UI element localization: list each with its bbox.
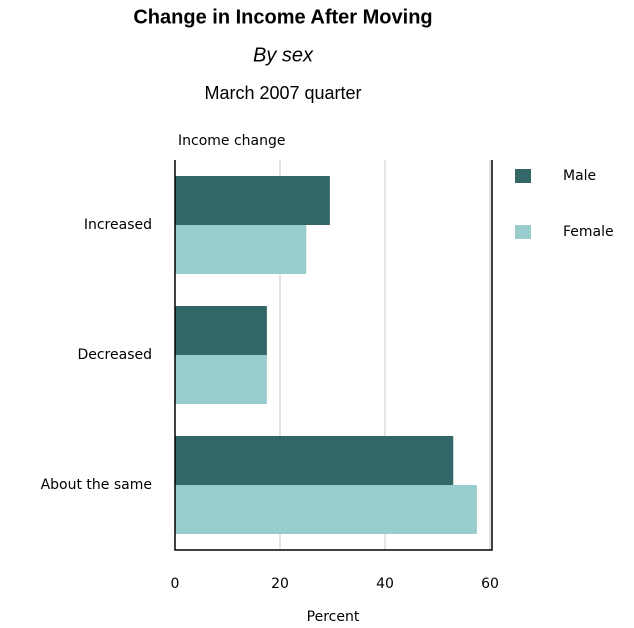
chart-title: Change in Income After Moving [133, 6, 432, 28]
y-axis-label: Income change [178, 133, 286, 149]
axis-frame [174, 160, 493, 551]
x-axis-label: Percent [307, 609, 360, 625]
chart-subtitle: March 2007 quarter [204, 83, 361, 103]
legend-swatch [515, 225, 531, 239]
legend-label: Female [563, 224, 614, 240]
y-tick-label: About the same [41, 477, 152, 493]
bar [175, 176, 330, 225]
bar [175, 306, 267, 355]
bar [175, 225, 307, 274]
legend-label: Male [563, 168, 596, 184]
y-tick-label: Increased [84, 217, 152, 233]
legend-swatch [515, 169, 531, 183]
chart-subtitle: By sex [253, 44, 314, 66]
bar [175, 355, 267, 404]
x-tick-label: 0 [171, 576, 180, 592]
x-tick-label: 40 [376, 576, 394, 592]
bar [175, 436, 454, 485]
x-tick-label: 20 [271, 576, 289, 592]
x-tick-label: 60 [481, 576, 499, 592]
bar [175, 485, 477, 534]
y-tick-label: Decreased [77, 347, 152, 363]
